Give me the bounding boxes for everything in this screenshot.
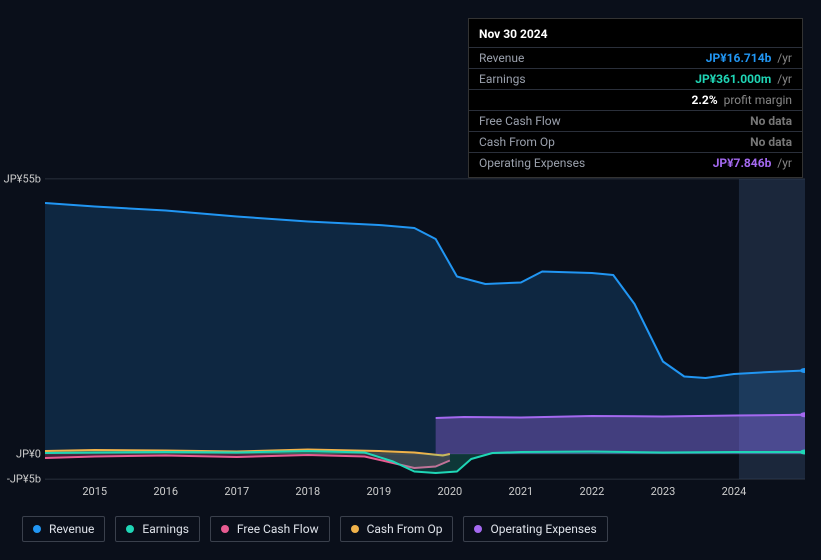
- chart-legend: Revenue Earnings Free Cash Flow Cash From O…: [22, 516, 608, 542]
- tooltip-row: EarningsJP¥361.000m /yr: [469, 68, 802, 89]
- x-axis-tick: 2024: [722, 485, 747, 498]
- tooltip-margin-value: 2.2% profit margin: [692, 93, 792, 107]
- tooltip-fcf-value: No data: [750, 114, 792, 128]
- legend-dot-icon: [221, 525, 229, 533]
- tooltip-value-text: JP¥16.714b: [706, 51, 772, 65]
- legend-label: Earnings: [142, 522, 189, 536]
- legend-earnings[interactable]: Earnings: [115, 516, 200, 542]
- legend-fcf[interactable]: Free Cash Flow: [210, 516, 330, 542]
- chart-tooltip: Nov 30 2024 RevenueJP¥16.714b /yrEarning…: [468, 18, 803, 178]
- legend-opex[interactable]: Operating Expenses: [463, 516, 607, 542]
- x-axis-tick: 2021: [509, 485, 534, 498]
- chart-plot-area[interactable]: JP¥55bJP¥0-JP¥5b201520162017201820192020…: [45, 178, 805, 480]
- tooltip-value-suffix: profit margin: [721, 93, 792, 107]
- tooltip-value-text: JP¥361.000m: [695, 72, 771, 86]
- x-axis-tick: 2022: [580, 485, 605, 498]
- chart-svg: [45, 179, 805, 479]
- legend-cfo[interactable]: Cash From Op: [340, 516, 454, 542]
- tooltip-earnings-value: JP¥361.000m /yr: [695, 72, 792, 86]
- x-axis-tick: 2020: [437, 485, 462, 498]
- chart-wrapper: JP¥55bJP¥0-JP¥5b201520162017201820192020…: [17, 162, 805, 500]
- tooltip-cfo-value: No data: [750, 135, 792, 149]
- legend-dot-icon: [33, 525, 41, 533]
- tooltip-row-label: Free Cash Flow: [479, 114, 750, 128]
- legend-label: Revenue: [49, 522, 94, 536]
- x-axis-tick: 2019: [366, 485, 391, 498]
- tooltip-row: 2.2% profit margin: [469, 89, 802, 110]
- legend-dot-icon: [351, 525, 359, 533]
- y-axis-tick: -JP¥5b: [7, 473, 41, 486]
- x-axis-tick: 2015: [82, 485, 107, 498]
- legend-label: Operating Expenses: [490, 522, 596, 536]
- tooltip-row-label: Earnings: [479, 72, 695, 86]
- x-axis-tick: 2017: [224, 485, 249, 498]
- x-axis-tick: 2018: [295, 485, 320, 498]
- legend-revenue[interactable]: Revenue: [22, 516, 105, 542]
- tooltip-row: Cash From OpNo data: [469, 131, 802, 152]
- tooltip-value-text: No data: [750, 114, 792, 128]
- legend-label: Free Cash Flow: [237, 522, 319, 536]
- tooltip-row-label: [479, 93, 692, 107]
- y-axis-tick: JP¥55b: [4, 173, 41, 186]
- legend-dot-icon: [474, 525, 482, 533]
- root: Nov 30 2024 RevenueJP¥16.714b /yrEarning…: [0, 0, 821, 560]
- tooltip-value-text: 2.2%: [692, 93, 718, 107]
- tooltip-row: Free Cash FlowNo data: [469, 110, 802, 131]
- legend-dot-icon: [126, 525, 134, 533]
- tooltip-value-suffix: /yr: [774, 72, 792, 86]
- tooltip-revenue-value: JP¥16.714b /yr: [706, 51, 792, 65]
- legend-label: Cash From Op: [367, 522, 443, 536]
- y-axis-tick: JP¥0: [16, 448, 41, 461]
- tooltip-row: RevenueJP¥16.714b /yr: [469, 47, 802, 68]
- x-axis-tick: 2023: [651, 485, 676, 498]
- tooltip-value-suffix: /yr: [774, 51, 792, 65]
- tooltip-row-label: Cash From Op: [479, 135, 750, 149]
- tooltip-title: Nov 30 2024: [469, 27, 802, 47]
- tooltip-value-text: No data: [750, 135, 792, 149]
- tooltip-row-label: Revenue: [479, 51, 706, 65]
- x-axis-tick: 2016: [153, 485, 178, 498]
